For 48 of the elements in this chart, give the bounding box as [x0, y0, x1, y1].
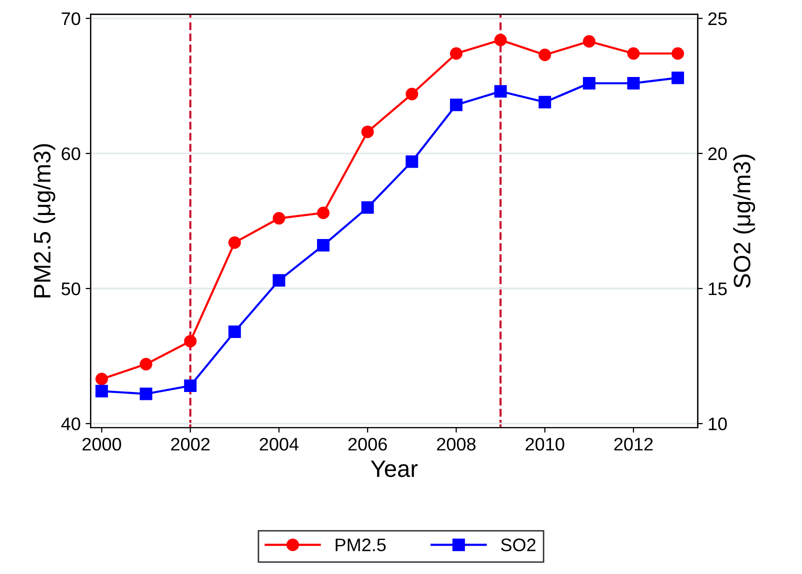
point [494, 34, 507, 46]
point [228, 236, 241, 249]
x-tick-label: 2002 [171, 438, 210, 451]
x-tick-label: 2000 [82, 438, 122, 451]
point [317, 206, 330, 220]
point [450, 47, 462, 60]
point [627, 76, 640, 90]
point [184, 334, 197, 348]
y-axis-title: PM2.5 (μg/m3) [33, 144, 56, 298]
y2-tick-label: 10 [708, 418, 727, 430]
x-tick-label: 2006 [348, 438, 387, 451]
x-tick-label: 2012 [614, 438, 653, 451]
point [95, 384, 108, 398]
point [450, 98, 462, 112]
y-tick-label: 70 [62, 12, 80, 26]
point [494, 85, 507, 98]
point [538, 96, 552, 108]
point [538, 48, 552, 62]
point [582, 76, 596, 90]
legend-label: SO2 [501, 538, 536, 552]
point [672, 72, 684, 84]
point [672, 47, 684, 60]
point [406, 155, 418, 168]
y2-tick-label: 15 [708, 282, 727, 296]
point [272, 274, 286, 287]
x-axis-title: Year [370, 460, 418, 478]
y-tick-label: 50 [62, 282, 80, 296]
x-tick-label: 2008 [437, 438, 476, 451]
y2-axis-title: SO2 (μg/m3) [733, 154, 756, 288]
point [95, 372, 108, 386]
point [582, 35, 596, 48]
point [317, 239, 330, 252]
point [228, 325, 241, 338]
point [272, 212, 286, 225]
x-tick-label: 2010 [526, 438, 564, 451]
point [627, 47, 640, 60]
y-tick-label: 60 [62, 147, 80, 160]
point [406, 88, 418, 100]
y-tick-label: 40 [61, 418, 80, 430]
x-tick-label: 2004 [260, 438, 299, 451]
point [361, 201, 374, 214]
point [184, 380, 197, 392]
point [361, 126, 374, 138]
y2-tick-label: 25 [708, 12, 727, 26]
point [140, 388, 152, 400]
y2-tick-label: 20 [708, 147, 727, 160]
point [140, 358, 152, 370]
legend-label: PM2.5 [336, 538, 386, 552]
